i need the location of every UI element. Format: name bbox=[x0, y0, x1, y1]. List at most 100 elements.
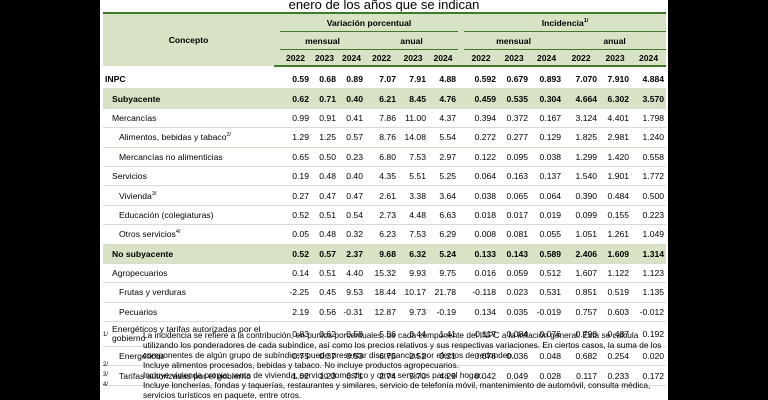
cell-value: 0.233 bbox=[599, 365, 632, 386]
footnote: 2/Incluye alimentos procesados, bebidas … bbox=[103, 360, 666, 370]
cell-value: 1.607 bbox=[563, 263, 600, 284]
cell-value: 0.049 bbox=[498, 365, 531, 386]
header-var-mensual: mensual bbox=[280, 31, 365, 50]
cell-value: 6.21 bbox=[365, 88, 398, 109]
cell-value: 0.58 bbox=[338, 321, 365, 348]
cell-value: 0.05 bbox=[280, 224, 311, 245]
cell-value: 0.122 bbox=[464, 147, 499, 167]
cell-value: 7.53 bbox=[398, 147, 428, 167]
cell-value: 4.88 bbox=[428, 70, 459, 90]
cell-value: -0.19 bbox=[428, 302, 459, 323]
cell-value: 0.076 bbox=[464, 346, 499, 367]
cell-value: 0.41 bbox=[338, 108, 365, 129]
cell-value: 0.484 bbox=[599, 185, 632, 206]
cell-value: 0.21 bbox=[428, 346, 459, 367]
cell-value: 0.53 bbox=[338, 346, 365, 367]
cell-value: 0.45 bbox=[311, 282, 338, 303]
cell-value: 4.37 bbox=[428, 108, 459, 129]
cell-value: 0.459 bbox=[464, 88, 499, 109]
row-label: Agropecuarios bbox=[103, 263, 274, 284]
cell-value: 2.52 bbox=[398, 346, 428, 367]
cell-value: 18.44 bbox=[365, 282, 398, 303]
cell-value: 0.757 bbox=[563, 302, 600, 323]
header-incidencia: Incidencia1/ bbox=[464, 12, 667, 32]
cell-value: 2.61 bbox=[365, 185, 398, 206]
cell-value: 0.893 bbox=[530, 70, 564, 90]
cell-value: 0.65 bbox=[280, 147, 311, 167]
footnote-text: La incidencia se refiere a la contribuci… bbox=[143, 330, 662, 360]
table-row: No subyacente 0.52 0.57 2.37 9.68 6.32 5.24 0.1… bbox=[103, 244, 667, 264]
cell-value: 0.133 bbox=[464, 244, 499, 264]
year-header: 2023 bbox=[599, 49, 632, 67]
cell-value: 0.47 bbox=[311, 185, 338, 206]
header-concepto: Concepto bbox=[103, 12, 274, 66]
row-label: Alimentos, bebidas y tabaco2/ bbox=[103, 127, 274, 148]
cell-value: 0.56 bbox=[311, 302, 338, 323]
cell-value: 5.54 bbox=[428, 127, 459, 148]
cell-value: 0.008 bbox=[464, 224, 499, 245]
cell-value: 6.302 bbox=[599, 88, 632, 109]
cell-value: 1.825 bbox=[563, 127, 600, 148]
table-row: Subyacente 0.62 0.71 0.40 6.21 8.45 4.76 0.459 0… bbox=[103, 88, 667, 109]
cell-value: 1.41 bbox=[428, 321, 459, 348]
row-label: INPC bbox=[103, 70, 274, 90]
cell-value: 0.48 bbox=[311, 166, 338, 187]
cell-value: 3.64 bbox=[428, 185, 459, 206]
cell-value: 1.051 bbox=[563, 224, 600, 245]
cell-value: 4.884 bbox=[631, 70, 667, 90]
footnote-mark: 4/ bbox=[103, 382, 109, 388]
row-label: Tarifas autorizadas por el gobierno bbox=[103, 365, 274, 386]
cell-value: 0.47 bbox=[338, 185, 365, 206]
cell-value: 0.682 bbox=[563, 346, 600, 367]
row-label: Frutas y verduras bbox=[103, 282, 274, 303]
header-row-years: 2022 2023 2024 2022 2023 2024 2022 2023 … bbox=[103, 49, 667, 67]
cell-value: 4.76 bbox=[428, 88, 459, 109]
cell-value: 1.25 bbox=[311, 127, 338, 148]
cell-value: 0.017 bbox=[498, 205, 531, 226]
cell-value: 0.57 bbox=[338, 127, 365, 148]
cell-value: 0.50 bbox=[311, 147, 338, 167]
cell-value: 1.23 bbox=[311, 365, 338, 386]
header-row-periods: mensual anual mensual anual bbox=[103, 31, 667, 50]
cell-value: 4.401 bbox=[599, 108, 632, 129]
cell-value: 0.19 bbox=[280, 166, 311, 187]
cell-value: 9.68 bbox=[365, 244, 398, 264]
footnote-text: Incluye alimentos procesados, bebidas y … bbox=[143, 360, 459, 370]
cell-value: 3.44 bbox=[398, 321, 428, 348]
cell-value: 0.487 bbox=[599, 321, 632, 348]
cell-value: 0.40 bbox=[338, 88, 365, 109]
cell-value: 0.62 bbox=[311, 321, 338, 348]
cell-value: 0.592 bbox=[464, 70, 499, 90]
cell-value: 0.036 bbox=[498, 346, 531, 367]
cell-value: 0.019 bbox=[530, 205, 564, 226]
cell-value: 0.304 bbox=[530, 88, 564, 109]
cell-value: 1.299 bbox=[563, 147, 600, 167]
cell-value: 0.512 bbox=[530, 263, 564, 284]
footnote-mark: 2/ bbox=[103, 362, 109, 368]
cell-value: 1.240 bbox=[631, 127, 667, 148]
table-row: Frutas y verduras -2.25 0.45 9.53 18.44 10.17… bbox=[103, 282, 667, 303]
year-header: 2022 bbox=[280, 49, 311, 67]
cell-value: 9.53 bbox=[338, 282, 365, 303]
cell-value: 0.531 bbox=[530, 282, 564, 303]
footnote: 3/Incluye vivienda propia, renta de vivi… bbox=[103, 370, 666, 380]
year-header: 2024 bbox=[631, 49, 667, 67]
year-header: 2022 bbox=[563, 49, 600, 67]
cell-value: 0.117 bbox=[563, 365, 600, 386]
cell-value: 0.71 bbox=[338, 365, 365, 386]
cell-value: 9.93 bbox=[398, 263, 428, 284]
cell-value: 0.57 bbox=[311, 244, 338, 264]
cell-value: 6.75 bbox=[365, 346, 398, 367]
document-page: enero de los años que se indican Concept… bbox=[100, 0, 668, 400]
cell-value: 1.049 bbox=[631, 224, 667, 245]
cell-value: 12.87 bbox=[365, 302, 398, 323]
cell-value: 0.14 bbox=[280, 263, 311, 284]
cell-value: 1.123 bbox=[631, 263, 667, 284]
cell-value: 0.52 bbox=[280, 244, 311, 264]
cell-value: 2.73 bbox=[365, 205, 398, 226]
row-label: Mercancías bbox=[103, 108, 274, 129]
cell-value: 7.91 bbox=[398, 70, 428, 90]
cell-value: 4.48 bbox=[398, 205, 428, 226]
table-row: Mercancías no alimenticias 0.65 0.50 0.23 6.… bbox=[103, 147, 667, 167]
cell-value: 0.679 bbox=[498, 70, 531, 90]
